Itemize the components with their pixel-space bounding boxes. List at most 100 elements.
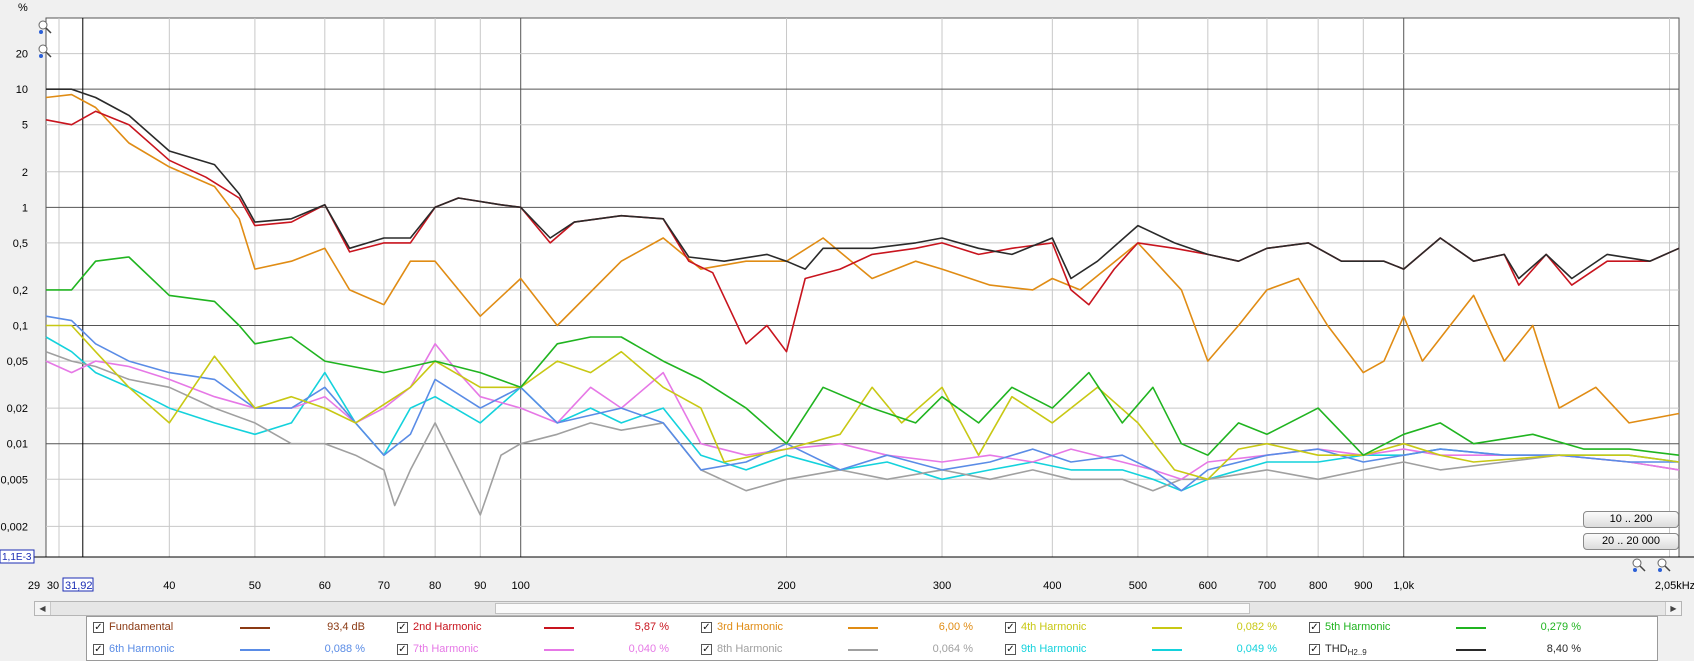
- legend-item-2nd-harmonic[interactable]: ✓ 2nd Harmonic 5,87 %: [391, 618, 691, 638]
- legend-label: THDH2..9: [1325, 643, 1367, 658]
- x-tick-label: 90: [474, 580, 486, 592]
- y-tick-label: 0,005: [0, 474, 28, 486]
- y-tick-label: 0,5: [13, 238, 28, 250]
- x-tick-label: 60: [319, 580, 331, 592]
- legend-label: 9th Harmonic: [1021, 643, 1087, 655]
- y-tick-label: 0,02: [7, 403, 28, 415]
- legend-swatch: [544, 627, 574, 629]
- legend-value: 0,049 %: [1236, 643, 1277, 655]
- horizontal-scrollbar[interactable]: ◀ ▶: [34, 601, 1682, 616]
- x-tick-label: 50: [249, 580, 261, 592]
- legend-checkbox[interactable]: ✓: [93, 622, 104, 633]
- y-tick-label: 10: [16, 84, 28, 96]
- legend-value: 93,4 dB: [327, 621, 365, 633]
- y-tick-label: 2: [22, 167, 28, 179]
- y-unit-label: %: [18, 2, 28, 14]
- y-tick-label: 1: [22, 202, 28, 214]
- x-tick-label: 30: [47, 580, 59, 592]
- x-cursor-box[interactable]: [62, 577, 94, 592]
- scroll-thumb[interactable]: [495, 603, 1250, 614]
- legend-value: 0,064 %: [932, 643, 973, 655]
- legend-item-thd[interactable]: ✓ THDH2..9 8,40 %: [1303, 640, 1603, 660]
- x-tick-label: 800: [1309, 580, 1327, 592]
- legend-label: Fundamental: [109, 621, 174, 633]
- legend-value: 0,082 %: [1236, 621, 1277, 633]
- y-min-label: 1,1E-3: [2, 552, 32, 563]
- scroll-right-arrow-icon[interactable]: ▶: [1665, 602, 1681, 615]
- plot-area[interactable]: [45, 17, 1680, 558]
- legend-swatch: [1456, 627, 1486, 629]
- zoom-out-y-icon[interactable]: [38, 44, 52, 58]
- series-line-thd: [46, 88, 1680, 280]
- legend-item-3rd-harmonic[interactable]: ✓ 3rd Harmonic 6,00 %: [695, 618, 995, 638]
- legend-checkbox[interactable]: ✓: [397, 644, 408, 655]
- y-tick-label: 0,1: [13, 321, 28, 333]
- legend-value: 0,279 %: [1540, 621, 1581, 633]
- legend-label: 6th Harmonic: [109, 643, 175, 655]
- legend-checkbox[interactable]: ✓: [701, 622, 712, 633]
- legend-value: 5,87 %: [634, 621, 669, 633]
- x-tick-label: 40: [163, 580, 175, 592]
- series-line-5th-harmonic: [46, 256, 1680, 456]
- series-group: [45, 88, 1680, 516]
- legend-item-7th-harmonic[interactable]: ✓ 7th Harmonic 0,040 %: [391, 640, 691, 660]
- legend-checkbox[interactable]: ✓: [701, 644, 712, 655]
- legend-label: 2nd Harmonic: [413, 621, 482, 633]
- x-cursor-label: 31,92: [65, 580, 93, 592]
- series-line-9th-harmonic: [45, 336, 1680, 492]
- legend-label: 3rd Harmonic: [717, 621, 784, 633]
- y-tick-label: 0,01: [7, 439, 28, 451]
- legend-checkbox[interactable]: ✓: [1005, 644, 1016, 655]
- y-tick-label: 0,002: [0, 521, 28, 533]
- legend-value: 8,40 %: [1546, 643, 1581, 655]
- legend-item-9th-harmonic[interactable]: ✓ 9th Harmonic 0,049 %: [999, 640, 1299, 660]
- legend-swatch: [848, 627, 878, 629]
- zoom-in-y-icon[interactable]: [38, 20, 52, 34]
- y-min-box[interactable]: [0, 549, 35, 564]
- y-tick-label: 20: [16, 49, 28, 61]
- series-line-3rd-harmonic: [45, 93, 1680, 424]
- y-tick-label: 5: [22, 120, 28, 132]
- x-tick-label: 70: [378, 580, 390, 592]
- y-tick-label: 0,05: [7, 356, 28, 368]
- scroll-left-arrow-icon[interactable]: ◀: [35, 602, 51, 615]
- x-tick-label: 300: [933, 580, 951, 592]
- zoom-10-200-button[interactable]: 10 .. 200: [1583, 511, 1679, 528]
- legend-checkbox[interactable]: ✓: [93, 644, 104, 655]
- legend-checkbox[interactable]: ✓: [1309, 622, 1320, 633]
- legend-item-fundamental[interactable]: ✓ Fundamental 93,4 dB: [87, 618, 387, 638]
- x-tick-label: 600: [1199, 580, 1217, 592]
- x-tick-label: 80: [429, 580, 441, 592]
- zoom-in-x-icon[interactable]: [1657, 558, 1671, 572]
- legend-swatch: [240, 649, 270, 651]
- legend-item-6th-harmonic[interactable]: ✓ 6th Harmonic 0,088 %: [87, 640, 387, 660]
- x-tick-label: 700: [1258, 580, 1276, 592]
- legend-checkbox[interactable]: ✓: [1309, 644, 1320, 655]
- x-tick-label: 2,05kHz: [1655, 580, 1694, 592]
- legend-item-4th-harmonic[interactable]: ✓ 4th Harmonic 0,082 %: [999, 618, 1299, 638]
- legend-swatch: [848, 649, 878, 651]
- legend-item-8th-harmonic[interactable]: ✓ 8th Harmonic 0,064 %: [695, 640, 995, 660]
- x-tick-label: 400: [1043, 580, 1061, 592]
- distortion-chart[interactable]: 20 10 5 2 1 0,5 0,2 0,1 0,05 0,02 0,01 0,005 0,002 2…: [0, 0, 1694, 601]
- zoom-out-x-icon[interactable]: [1632, 558, 1646, 572]
- zoom-20-20000-button[interactable]: 20 .. 20 000: [1583, 533, 1679, 550]
- legend-swatch: [544, 649, 574, 651]
- legend-value: 0,040 %: [628, 643, 669, 655]
- series-line-4th-harmonic: [46, 324, 1680, 481]
- legend-checkbox[interactable]: ✓: [397, 622, 408, 633]
- legend-label: 5th Harmonic: [1325, 621, 1391, 633]
- legend-checkbox[interactable]: ✓: [1005, 622, 1016, 633]
- x-tick-label: 200: [777, 580, 795, 592]
- legend-label: 8th Harmonic: [717, 643, 783, 655]
- legend-swatch: [1456, 649, 1486, 651]
- legend: ✓ Fundamental 93,4 dB ✓ 2nd Harmonic 5,87 % ✓ 3…: [86, 616, 1658, 661]
- legend-label: 7th Harmonic: [413, 643, 479, 655]
- x-tick-label: 1,0k: [1393, 580, 1414, 592]
- legend-swatch: [1152, 649, 1182, 651]
- legend-value: 6,00 %: [938, 621, 973, 633]
- x-axis: 29 30 40 50 60 70 80 90 100 200 300 400 500 600 700 800…: [28, 580, 1694, 592]
- legend-swatch: [1152, 627, 1182, 629]
- legend-item-5th-harmonic[interactable]: ✓ 5th Harmonic 0,279 %: [1303, 618, 1603, 638]
- x-tick-label: 900: [1354, 580, 1372, 592]
